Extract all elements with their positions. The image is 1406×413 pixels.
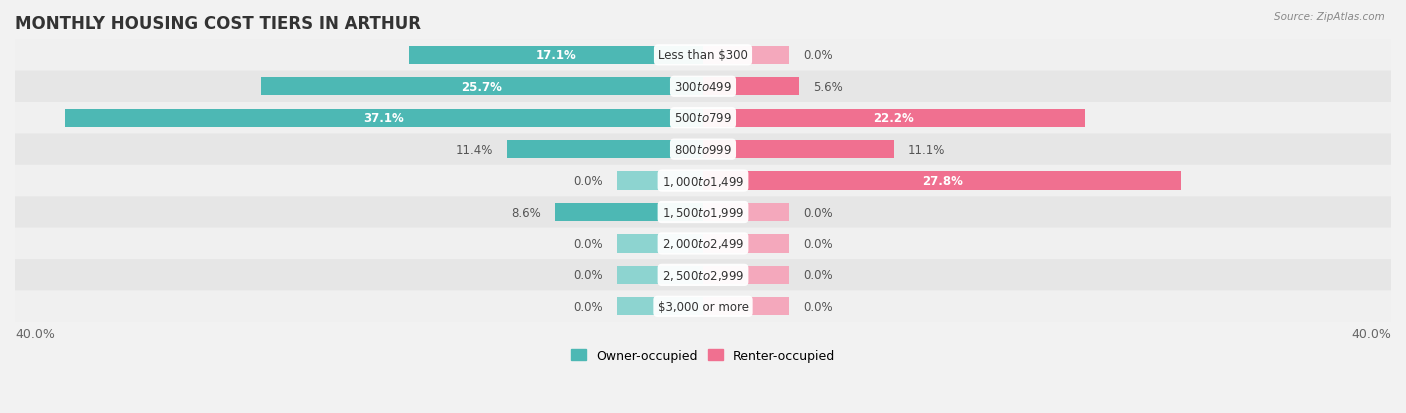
Text: $2,500 to $2,999: $2,500 to $2,999 xyxy=(662,268,744,282)
Bar xyxy=(703,203,789,222)
FancyBboxPatch shape xyxy=(15,71,1391,103)
Text: $1,500 to $1,999: $1,500 to $1,999 xyxy=(662,206,744,219)
Text: 25.7%: 25.7% xyxy=(461,81,502,93)
Text: 11.4%: 11.4% xyxy=(456,143,494,156)
Text: $3,000 or more: $3,000 or more xyxy=(658,300,748,313)
Bar xyxy=(617,266,703,284)
FancyBboxPatch shape xyxy=(15,259,1391,291)
Bar xyxy=(262,78,703,96)
FancyBboxPatch shape xyxy=(15,134,1391,166)
Bar xyxy=(703,78,800,96)
Bar xyxy=(703,235,789,253)
Bar xyxy=(617,235,703,253)
Text: 0.0%: 0.0% xyxy=(803,206,832,219)
FancyBboxPatch shape xyxy=(15,103,1391,134)
Text: 17.1%: 17.1% xyxy=(536,49,576,62)
Text: 27.8%: 27.8% xyxy=(922,175,963,188)
Text: $800 to $999: $800 to $999 xyxy=(673,143,733,156)
Bar xyxy=(703,141,894,159)
Bar xyxy=(555,203,703,222)
Text: $500 to $799: $500 to $799 xyxy=(673,112,733,125)
Legend: Owner-occupied, Renter-occupied: Owner-occupied, Renter-occupied xyxy=(567,344,839,367)
Bar xyxy=(703,109,1085,128)
FancyBboxPatch shape xyxy=(15,197,1391,228)
Text: 0.0%: 0.0% xyxy=(803,269,832,282)
Bar xyxy=(703,297,789,316)
Bar xyxy=(508,141,703,159)
Text: 0.0%: 0.0% xyxy=(803,49,832,62)
Bar xyxy=(703,47,789,65)
Bar xyxy=(409,47,703,65)
Text: 0.0%: 0.0% xyxy=(574,269,603,282)
Text: $2,000 to $2,499: $2,000 to $2,499 xyxy=(662,237,744,251)
FancyBboxPatch shape xyxy=(15,228,1391,259)
Bar xyxy=(703,172,1181,190)
Text: 0.0%: 0.0% xyxy=(574,175,603,188)
Text: 5.6%: 5.6% xyxy=(813,81,842,93)
Text: 8.6%: 8.6% xyxy=(512,206,541,219)
Bar xyxy=(65,109,703,128)
Text: 40.0%: 40.0% xyxy=(1351,327,1391,340)
Text: 11.1%: 11.1% xyxy=(908,143,945,156)
Bar xyxy=(617,297,703,316)
Text: 0.0%: 0.0% xyxy=(574,237,603,250)
Text: 40.0%: 40.0% xyxy=(15,327,55,340)
Text: MONTHLY HOUSING COST TIERS IN ARTHUR: MONTHLY HOUSING COST TIERS IN ARTHUR xyxy=(15,15,420,33)
Text: 37.1%: 37.1% xyxy=(364,112,405,125)
FancyBboxPatch shape xyxy=(15,40,1391,71)
Text: 0.0%: 0.0% xyxy=(803,237,832,250)
Text: 0.0%: 0.0% xyxy=(574,300,603,313)
Bar xyxy=(703,266,789,284)
Text: 0.0%: 0.0% xyxy=(803,300,832,313)
Text: Source: ZipAtlas.com: Source: ZipAtlas.com xyxy=(1274,12,1385,22)
Text: $300 to $499: $300 to $499 xyxy=(673,81,733,93)
Bar xyxy=(617,172,703,190)
Text: $1,000 to $1,499: $1,000 to $1,499 xyxy=(662,174,744,188)
Text: 22.2%: 22.2% xyxy=(873,112,914,125)
FancyBboxPatch shape xyxy=(15,166,1391,197)
FancyBboxPatch shape xyxy=(15,291,1391,322)
Text: Less than $300: Less than $300 xyxy=(658,49,748,62)
